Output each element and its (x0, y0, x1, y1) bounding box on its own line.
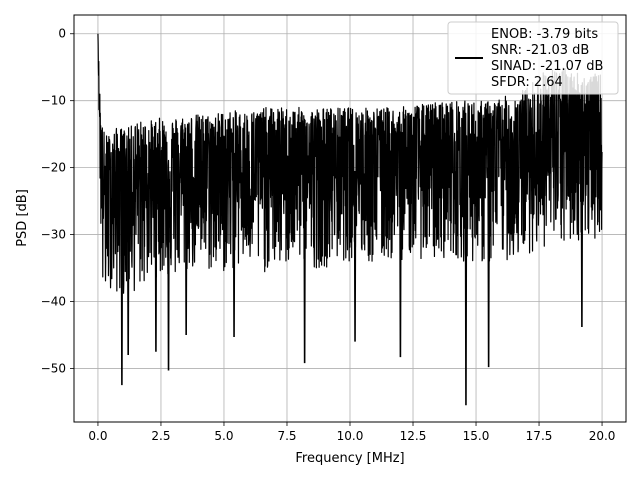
psd-dip (120, 190, 124, 386)
psd-dip (126, 188, 130, 356)
x-tick-label: 10.0 (337, 429, 364, 443)
legend-line-text: SFDR: 2.64 (491, 75, 563, 90)
psd-dip (353, 170, 357, 342)
psd-series-line (97, 33, 603, 300)
legend-box (447, 21, 619, 95)
psd-dip (184, 177, 188, 335)
y-tick-label: −40 (41, 295, 66, 309)
x-tick-label: 2.5 (151, 429, 170, 443)
x-tick-label: 5.0 (214, 429, 233, 443)
psd-dip (487, 167, 490, 368)
y-tick-label: −20 (41, 161, 66, 175)
y-tick-label: 0 (58, 27, 66, 41)
psd-dip (464, 167, 468, 406)
x-tick-label: 17.5 (526, 429, 553, 443)
x-tick-label: 7.5 (277, 429, 296, 443)
ticks: 0.0 2.5 5.0 7.5 10.0 12.5 15.0 17.5 20.0 0 −10 −20 −… (41, 27, 616, 443)
psd-dip (154, 181, 158, 352)
psd-dip (303, 170, 306, 364)
psd-dip (399, 167, 402, 358)
x-tick-label: 15.0 (463, 429, 490, 443)
x-axis-label: Frequency [MHz] (295, 451, 404, 466)
psd-dip (580, 147, 584, 327)
legend-line-text: SINAD: -21.07 dB (491, 59, 603, 74)
legend: ENOB: -3.79 bits SNR: -21.03 dB SINAD: -21… (447, 21, 619, 95)
y-tick-label: −30 (41, 228, 66, 242)
legend-line-text: SNR: -21.03 dB (491, 43, 589, 58)
legend-label: ENOB: -3.79 bits SNR: -21.03 dB SINAD: -21… (491, 27, 603, 90)
y-axis-label: PSD [dB] (15, 189, 30, 247)
y-tick-label: −10 (41, 94, 66, 108)
x-tick-label: 12.5 (400, 429, 427, 443)
y-tick-label: −50 (41, 361, 66, 375)
x-tick-label: 0.0 (88, 429, 107, 443)
psd-dip (167, 178, 170, 371)
psd-dip (232, 174, 236, 337)
x-tick-label: 20.0 (589, 429, 616, 443)
legend-line-text: ENOB: -3.79 bits (491, 27, 598, 42)
plot-area (97, 33, 603, 406)
